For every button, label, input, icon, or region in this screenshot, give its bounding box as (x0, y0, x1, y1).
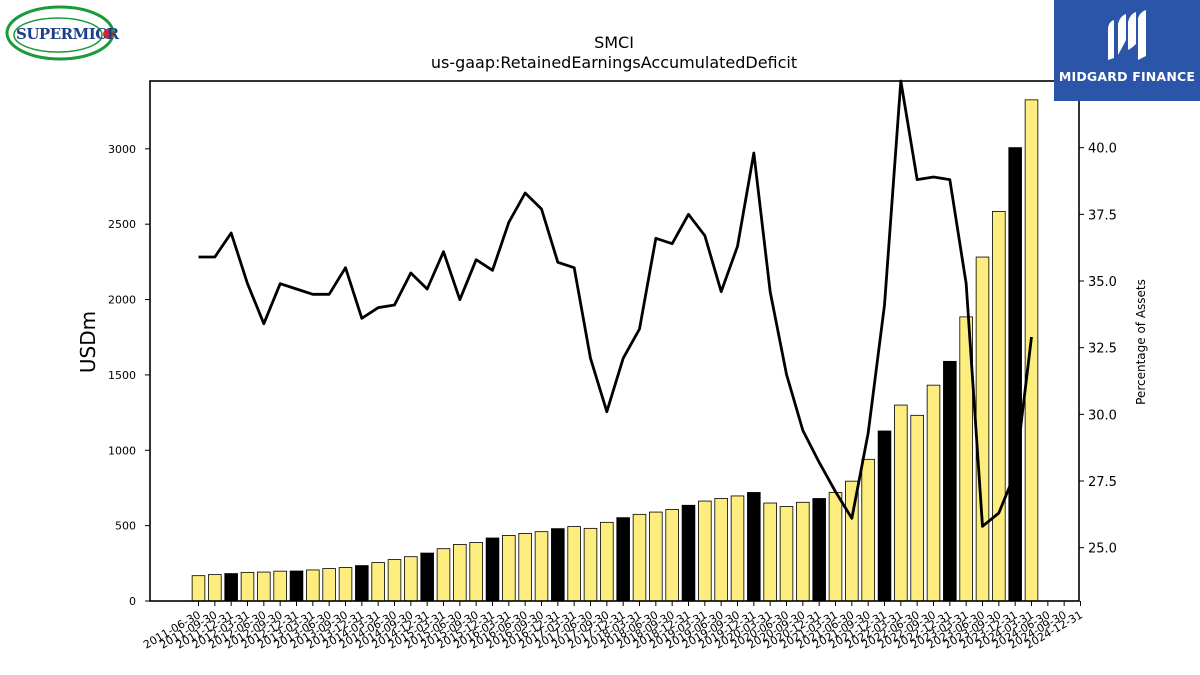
supermicro-wordmark: SUPERMICR (16, 25, 119, 43)
percentage-of-assets-line (198, 79, 1033, 528)
y2-axis-label: Percentage of Assets (1134, 279, 1148, 405)
bar-2019-12-31 (747, 492, 761, 602)
y2-tick-label: 27.5 (1088, 475, 1117, 490)
y2-tick-label: 40.0 (1088, 142, 1117, 157)
bar-2016-09-30 (534, 531, 549, 602)
chart-title: SMCI (594, 33, 634, 52)
bar-2015-03-31 (436, 548, 451, 602)
plot-frame (149, 80, 1080, 602)
y-tick-label: 500 (115, 520, 136, 533)
bar-2017-09-30 (600, 521, 614, 602)
bars-layer (191, 99, 1039, 602)
bar-2016-06-30 (518, 533, 532, 602)
y-tick-label: 1000 (108, 444, 136, 457)
bar-2021-09-30 (861, 458, 875, 602)
bar-2015-12-31 (485, 537, 500, 602)
bar-2011-12-31 (224, 573, 238, 602)
bar-2013-03-31 (306, 569, 320, 602)
y-tick-label: 1500 (108, 369, 136, 382)
bar-2012-03-31 (240, 571, 255, 602)
bar-2018-03-31 (632, 513, 647, 602)
chart-subtitle: us-gaap:RetainedEarningsAccumulatedDefic… (431, 53, 797, 72)
midgard-logo: MIDGARD FINANCE (1054, 0, 1200, 101)
bar-2020-03-31 (763, 502, 777, 602)
y2-tick-label: 37.5 (1088, 208, 1117, 223)
bar-2017-06-30 (583, 527, 598, 602)
y2-tick-label: 32.5 (1088, 342, 1117, 357)
bar-2013-06-30 (322, 568, 336, 602)
red-dot-icon (103, 29, 113, 39)
bar-2022-12-31 (943, 360, 957, 602)
y2-tick-label: 25.0 (1088, 542, 1117, 557)
y-tick-label: 3000 (108, 143, 136, 156)
bar-2020-09-30 (796, 501, 810, 602)
bar-2013-12-31 (355, 565, 369, 602)
bar-2023-09-30 (992, 210, 1006, 602)
axes-layer: 0 500 1000 1500 2000 2500 3000 25.0 27.5 30.0 32.5… (108, 80, 1117, 652)
bar-2016-12-31 (551, 528, 565, 602)
bar-2011-06-30 (191, 575, 206, 602)
bar-2012-06-30 (257, 571, 271, 602)
bar-2024-03-31 (1024, 99, 1039, 602)
bar-2012-09-30 (273, 570, 287, 602)
line-layer (198, 79, 1033, 528)
bar-2015-09-30 (469, 542, 483, 602)
bar-2018-06-30 (649, 511, 663, 602)
bar-2014-12-31 (420, 552, 434, 602)
bar-2016-03-31 (502, 535, 516, 602)
bar-2020-06-30 (779, 506, 794, 602)
bar-2021-12-31 (877, 430, 892, 602)
y2-tick-label: 30.0 (1088, 408, 1117, 423)
bar-2012-12-31 (289, 570, 304, 602)
bar-2013-09-30 (338, 567, 353, 602)
bar-2014-06-30 (387, 559, 402, 602)
supermicro-logo: SUPERMICR (4, 4, 119, 62)
bar-2019-03-31 (698, 500, 712, 602)
bar-2020-12-31 (812, 498, 826, 602)
bar-2022-09-30 (926, 384, 941, 602)
bar-2018-12-31 (681, 504, 696, 602)
midgard-mark-icon (1108, 10, 1146, 60)
bar-2018-09-30 (665, 509, 679, 602)
bar-2021-03-31 (828, 492, 843, 602)
bar-2014-09-30 (404, 556, 418, 602)
midgard-wordmark: MIDGARD FINANCE (1058, 69, 1196, 84)
bar-2023-06-30 (975, 256, 990, 602)
y-tick-label: 2500 (108, 218, 136, 231)
bar-2023-12-31 (1008, 147, 1022, 602)
y2-tick-label: 35.0 (1088, 275, 1117, 290)
bar-2015-06-30 (453, 544, 467, 602)
supermicro-swoosh-icon (5, 5, 115, 61)
bar-2011-09-30 (208, 574, 222, 602)
bar-2019-06-30 (714, 498, 728, 602)
bar-2022-03-31 (894, 404, 908, 602)
bar-2014-03-31 (371, 562, 385, 602)
y-tick-label: 2000 (108, 294, 136, 307)
bar-2019-09-30 (730, 495, 745, 602)
bar-2022-06-30 (910, 414, 924, 602)
bar-2017-03-31 (567, 526, 581, 602)
bar-2017-12-31 (616, 517, 630, 602)
y-axis-label: USDm (76, 311, 100, 373)
y-tick-label: 0 (129, 595, 136, 608)
